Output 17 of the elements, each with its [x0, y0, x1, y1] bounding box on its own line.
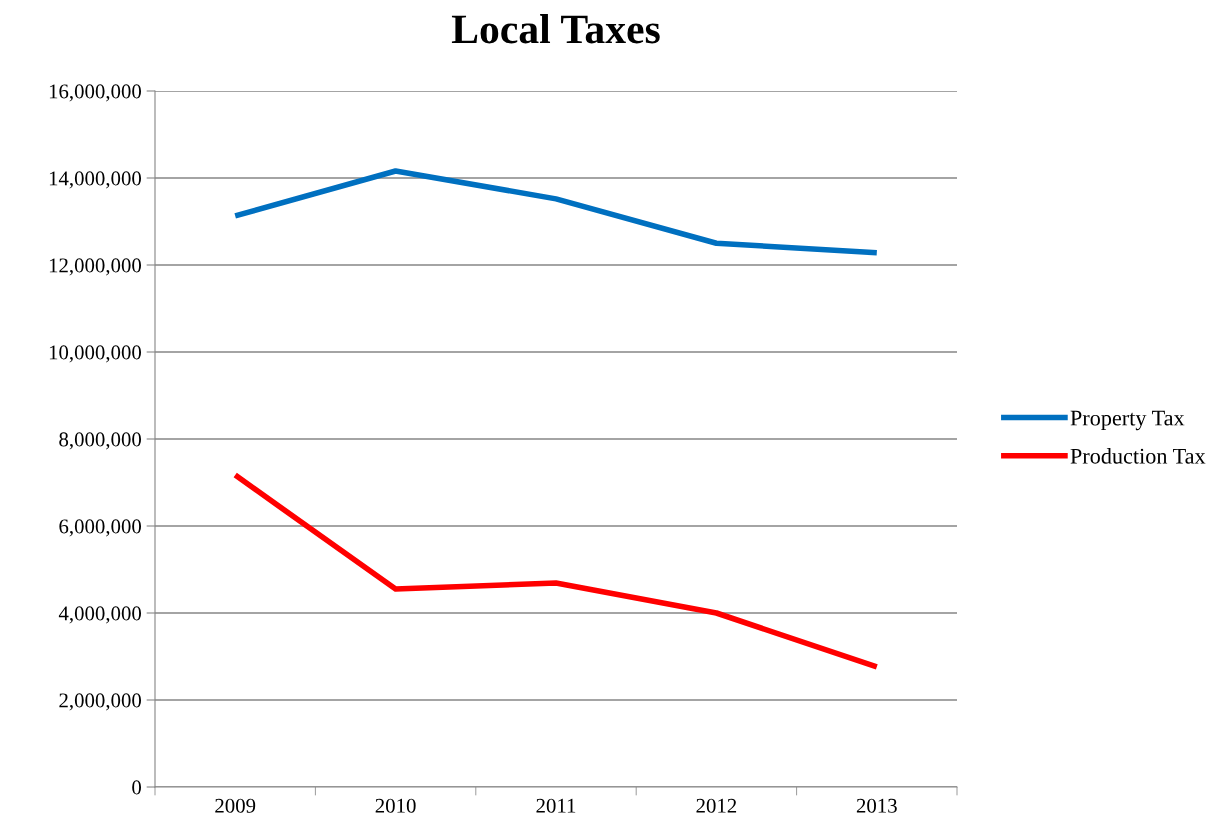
y-tick-label: 2,000,000 [59, 693, 142, 711]
y-tick-label: 4,000,000 [58, 606, 142, 624]
x-tick-label: 2009 [215, 798, 256, 813]
y-tick-label: 0 [132, 780, 142, 795]
x-tick-label: 2012 [696, 798, 737, 813]
chart-title: Local Taxes [451, 14, 660, 44]
y-tick-label: 12,000,000 [49, 258, 142, 276]
y-tick-label: 8,000,000 [59, 432, 142, 450]
x-tick-label: 2013 [856, 798, 897, 813]
legend-label: Production Tax [1070, 448, 1206, 464]
y-tick-label: 14,000,000 [49, 171, 142, 189]
legend-label: Property Tax [1070, 410, 1185, 431]
x-tick-label: 2010 [375, 798, 416, 813]
y-tick-label: 10,000,000 [49, 345, 142, 363]
y-tick-label: 16,000,000 [49, 84, 142, 102]
x-tick-label: 2011 [536, 798, 576, 813]
y-tick-label: 6,000,000 [59, 519, 142, 537]
